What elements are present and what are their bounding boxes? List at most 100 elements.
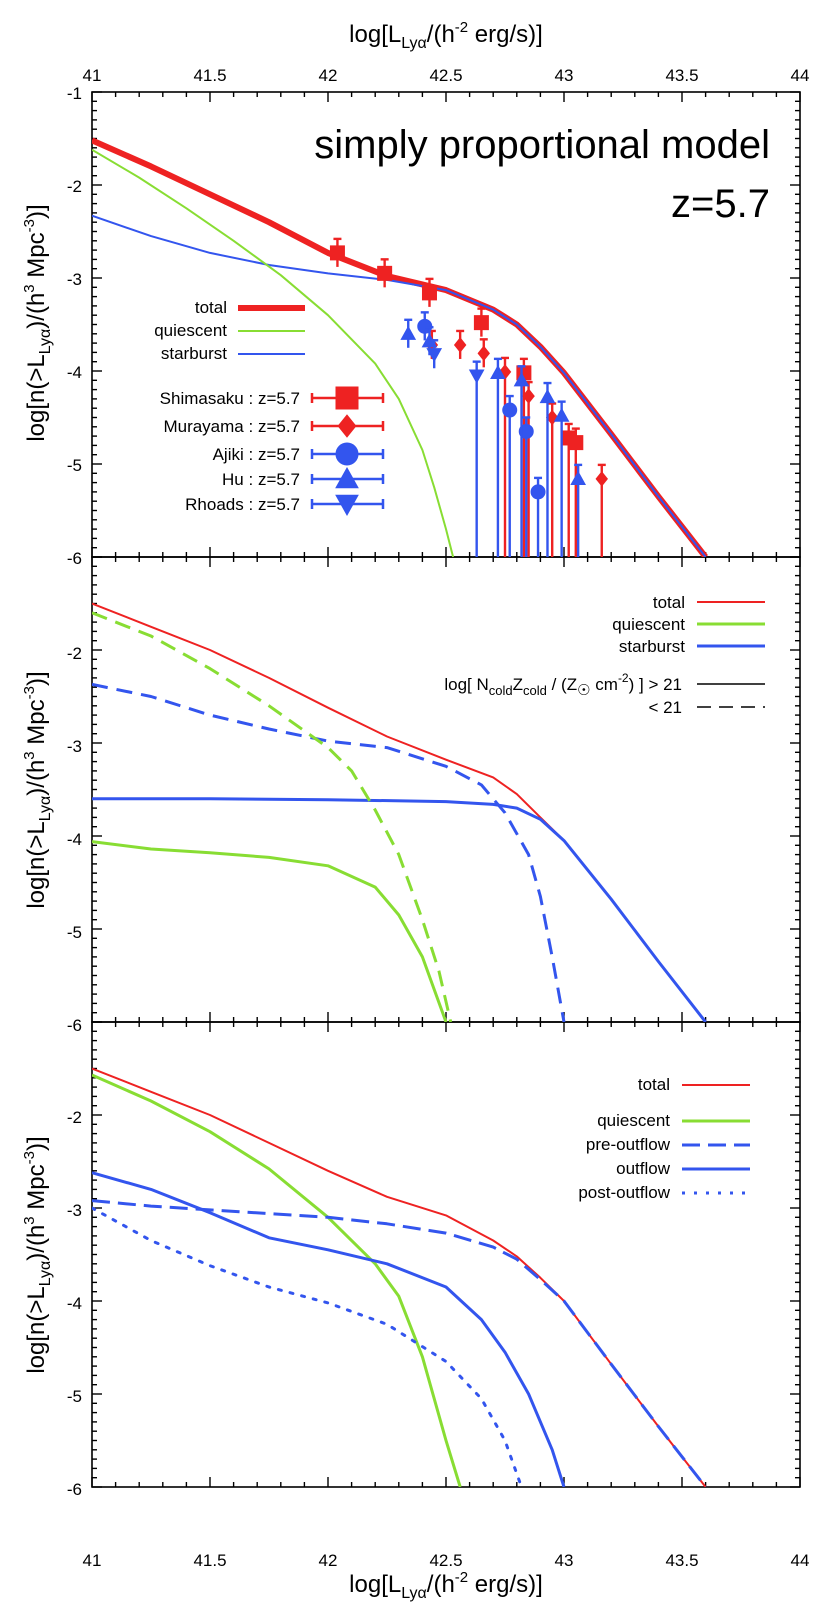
data-point-triangle-down <box>468 369 485 384</box>
y-tick-label: -2 <box>67 177 82 196</box>
legend-label-post-outflow: post-outflow <box>578 1183 670 1202</box>
x-tick-label: 42.5 <box>429 66 462 85</box>
data-point-circle <box>518 423 534 439</box>
obs-legend-markers <box>310 386 385 517</box>
data-point-triangle-up <box>570 470 587 485</box>
series-line-quiescent <box>92 840 448 1022</box>
bottom-panel-curves <box>92 1067 707 1487</box>
top-axis-title: log[LLyα/(h-2 erg/s)] <box>349 19 543 52</box>
x-tick-label: 43 <box>555 66 574 85</box>
data-point-square <box>335 386 359 410</box>
series-line-starburst <box>92 797 707 1022</box>
y-tick-label: -3 <box>67 270 82 289</box>
series-line-post-outflow <box>92 1206 523 1487</box>
data-point-circle <box>335 442 359 466</box>
data-point-triangle-up <box>490 364 506 379</box>
series-line-pre-outflow <box>92 1199 707 1487</box>
x-tick-label: 44 <box>791 1551 810 1570</box>
svg-text:log[n(>LLyα)/(h3 Mpc-3)]: log[n(>LLyα)/(h3 Mpc-3)] <box>21 671 54 908</box>
obs-legend-rhoads: Rhoads : z=5.7 <box>185 495 300 514</box>
data-point-diamond <box>453 337 467 353</box>
top-obs-legend: Shimasaku : z=5.7 Murayama : z=5.7 Ajiki… <box>160 386 385 517</box>
x-tick-label: 43.5 <box>665 66 698 85</box>
data-point-triangle-up <box>539 389 556 404</box>
bottom-axis-title: log[LLyα/(h-2 erg/s)] <box>349 1569 543 1602</box>
legend-label-starburst: starburst <box>619 637 685 656</box>
middle-panel-frame <box>91 556 801 1023</box>
obs-legend-shimasaku: Shimasaku : z=5.7 <box>160 389 300 408</box>
series-line-quiescent <box>92 148 455 557</box>
x-tick-label: 42.5 <box>429 1551 462 1570</box>
data-point-triangle-up <box>400 325 417 340</box>
y-tick-label: -2 <box>67 1108 82 1127</box>
series-line-total <box>92 602 707 1022</box>
x-tick-label: 41 <box>83 1551 102 1570</box>
legend-label-quiescent: quiescent <box>612 615 685 634</box>
legend-label-total: total <box>638 1075 670 1094</box>
data-point-circle <box>530 484 546 500</box>
data-point-diamond <box>477 345 491 362</box>
middle-panel-curves <box>92 602 707 1022</box>
svg-text:log[n(>LLyα)/(h3 Mpc-3)]: log[n(>LLyα)/(h3 Mpc-3)] <box>21 1136 54 1373</box>
series-line-quiescent <box>92 611 453 1022</box>
y-tick-label: -3 <box>67 737 82 756</box>
y-tick-label: -5 <box>67 1387 82 1406</box>
data-point-diamond <box>337 414 357 438</box>
data-point-diamond <box>522 388 535 404</box>
panel-top-redshift: z=5.7 <box>671 182 770 226</box>
legend-label-starburst: starburst <box>161 344 227 363</box>
data-point-triangle-up <box>553 407 570 422</box>
x-tick-label: 43 <box>555 1551 574 1570</box>
data-point-square <box>568 435 584 451</box>
middle-panel-y-tick-labels: -2 -3 -4 -5 -6 <box>67 644 82 1035</box>
x-tick-label: 42 <box>319 66 338 85</box>
series-line-outflow <box>92 1171 566 1487</box>
y-tick-label: -6 <box>67 549 82 568</box>
top-legend: total quiescent starburst <box>154 298 305 363</box>
y-tick-label: -4 <box>67 1294 82 1313</box>
legend-label-total: total <box>195 298 227 317</box>
svg-text:log[n(>LLyα)/(h3 Mpc-3)]: log[n(>LLyα)/(h3 Mpc-3)] <box>21 204 54 441</box>
obs-legend-ajiki: Ajiki : z=5.7 <box>213 445 300 464</box>
x-tick-label: 41 <box>83 66 102 85</box>
bottom-panel-frame <box>91 1021 801 1488</box>
y-tick-label: -6 <box>67 1016 82 1035</box>
obs-legend-murayama: Murayama : z=5.7 <box>163 417 300 436</box>
data-point-circle <box>502 402 518 418</box>
bottom-panel-y-tick-labels: -2 -3 -4 -5 -6 <box>67 1108 82 1499</box>
y-tick-label: -1 <box>67 84 82 103</box>
y-tick-label: -5 <box>67 923 82 942</box>
series-line-quiescent <box>92 1073 462 1487</box>
y-axis-title-bottom: log[n(>LLyα)/(h3 Mpc-3)] <box>21 1136 54 1373</box>
y-tick-label: -4 <box>67 363 82 382</box>
bottom-x-tick-labels: 41 41.5 42 42.5 43 43.5 44 <box>83 1551 810 1570</box>
y-tick-label: -6 <box>67 1480 82 1499</box>
legend-label-quiescent: quiescent <box>597 1111 670 1130</box>
data-point-square <box>473 315 489 331</box>
legend-label-column-density-high: log[ NcoldZcold / (Z☉ cm-2) ] > 21 <box>444 671 682 699</box>
legend-label-outflow: outflow <box>616 1159 671 1178</box>
y-axis-title-middle: log[n(>LLyα)/(h3 Mpc-3)] <box>21 671 54 908</box>
top-x-tick-labels: 41 41.5 42 42.5 43 43.5 44 <box>83 66 810 85</box>
x-tick-label: 41.5 <box>193 66 226 85</box>
y-tick-label: -3 <box>67 1201 82 1220</box>
series-line-starburst <box>92 214 707 557</box>
data-point-diamond <box>595 471 609 487</box>
legend-label-pre-outflow: pre-outflow <box>586 1135 671 1154</box>
data-point-triangle-up <box>335 466 359 489</box>
obs-legend-hu: Hu : z=5.7 <box>222 470 300 489</box>
data-point-triangle-down <box>426 348 443 363</box>
middle-legend: total quiescent starburst log[ NcoldZcol… <box>444 593 765 717</box>
data-point-square <box>377 265 393 281</box>
x-tick-label: 42 <box>319 1551 338 1570</box>
data-point-triangle-up <box>513 372 530 387</box>
legend-label-quiescent: quiescent <box>154 321 227 340</box>
data-point-square <box>421 285 437 301</box>
data-point-triangle-down <box>335 494 359 517</box>
top-panel-curves <box>92 137 708 557</box>
legend-label-column-density-low: < 21 <box>648 698 682 717</box>
tick-marks <box>91 91 801 1488</box>
top-panel-observations <box>329 237 609 557</box>
y-axis-title-top: log[n(>LLyα)/(h3 Mpc-3)] <box>21 204 54 441</box>
panel-top-title: simply proportional model <box>314 123 770 167</box>
